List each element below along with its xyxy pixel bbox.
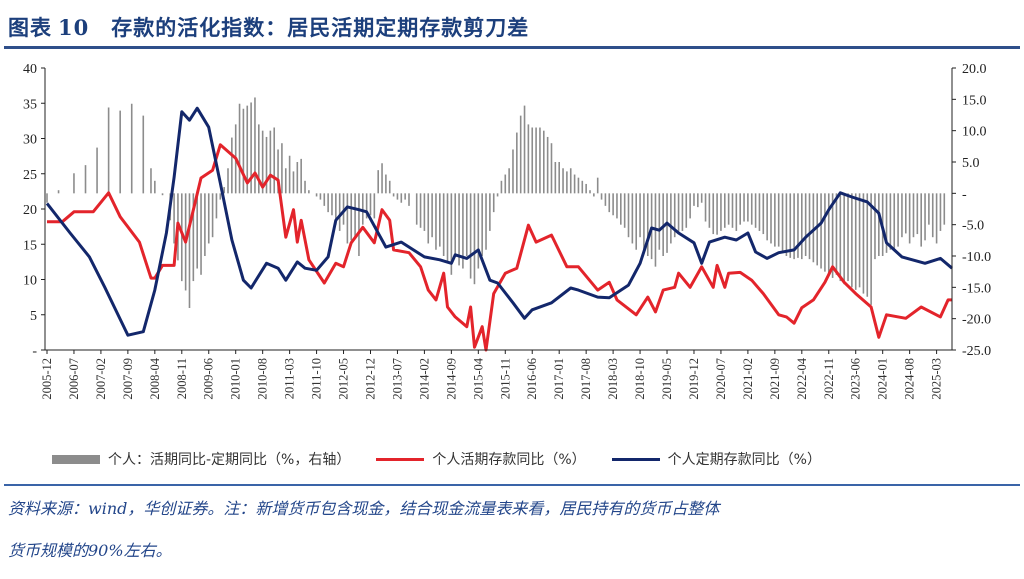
legend-item-demand: 个人活期存款同比（%）	[376, 449, 586, 469]
figure-number: 10	[58, 15, 90, 40]
x-tick-label: 2013-07	[390, 358, 404, 400]
left-tick-label: 5	[30, 309, 37, 324]
legend-swatch-bar	[52, 454, 100, 464]
x-tick-label: 2025-03	[930, 358, 944, 400]
figure-prefix: 图表	[8, 15, 52, 40]
title-divider	[4, 46, 1020, 49]
x-tick-label: 2019-05	[660, 358, 674, 400]
x-tick-label: 2022-04	[795, 357, 809, 399]
legend-label: 个人：活期同比-定期同比（%，右轴）	[108, 452, 351, 468]
left-tick-label: 30	[23, 133, 37, 148]
right-tick-label: 15.0	[962, 93, 987, 108]
x-tick-label: 2015-04	[471, 357, 485, 399]
x-tick-label: 2007-09	[121, 358, 135, 400]
source-note-line-1: 资料来源：wind，华创证券。注：新增货币包含现金，结合现金流量表来看，居民持有…	[8, 499, 720, 518]
x-tick-label: 2015-11	[498, 358, 512, 399]
demand-deposit-line	[47, 143, 952, 352]
bar-series	[46, 97, 946, 309]
left-tick-label: 40	[23, 62, 37, 77]
x-tick-label: 2006-07	[67, 358, 81, 400]
x-tick-label: 2018-10	[633, 358, 647, 400]
x-tick-label: 2008-11	[175, 358, 189, 399]
legend-label: 个人活期存款同比（%）	[432, 452, 586, 468]
legend-item-spread: 个人：活期同比-定期同比（%，右轴）	[52, 449, 350, 469]
legend-swatch-navy-line	[611, 457, 660, 461]
x-tick-label: 2012-12	[363, 358, 377, 400]
legend-swatch-red-line	[376, 457, 425, 461]
x-tick-label: 2007-02	[94, 358, 108, 400]
right-tick-label: 20.0	[962, 62, 987, 77]
legend-label: 个人定期存款同比（%）	[667, 452, 821, 468]
x-tick-label: 2019-12	[687, 358, 701, 400]
right-tick-label: -15.0	[962, 281, 991, 296]
x-tick-label: 2010-08	[256, 358, 270, 400]
source-divider	[4, 484, 1020, 486]
x-tick-label: 2014-02	[417, 358, 431, 400]
x-tick-label: 2011-03	[283, 358, 297, 399]
x-tick-label: 2017-01	[552, 358, 566, 400]
left-tick-label: 20	[23, 203, 37, 218]
left-tick-label: 25	[23, 168, 37, 183]
time-deposit-line	[45, 106, 953, 337]
x-tick-label: 2022-11	[822, 358, 836, 399]
x-tick-label: 2009-06	[202, 358, 216, 400]
left-tick-label: 35	[23, 97, 37, 112]
right-tick-label: -20.0	[962, 313, 991, 328]
x-tick-label: 2011-10	[310, 358, 324, 399]
x-tick-label: 2016-06	[525, 358, 539, 400]
x-tick-label: 2017-08	[579, 358, 593, 400]
legend-item-time: 个人定期存款同比（%）	[611, 449, 821, 469]
legend: 个人：活期同比-定期同比（%，右轴） 个人活期存款同比（%） 个人定期存款同比（…	[52, 449, 847, 469]
figure-title: 图表 10 存款的活化指数：居民活期定期存款剪刀差	[8, 12, 529, 42]
x-tick-label: 2008-04	[148, 357, 162, 399]
left-tick-label: 15	[23, 238, 37, 253]
right-tick-label: -	[962, 187, 967, 202]
right-tick-label: -10.0	[962, 250, 991, 265]
x-tick-label: 2012-05	[337, 358, 351, 400]
x-tick-label: 2024-08	[903, 358, 917, 400]
right-tick-label: -25.0	[962, 344, 991, 359]
right-tick-label: 5.0	[962, 156, 980, 171]
line-series	[45, 106, 953, 352]
x-tick-label: 2020-07	[714, 358, 728, 400]
right-tick-label: -5.0	[962, 219, 984, 234]
axes: 403530252015105-20.015.010.05.0--5.0-10.…	[23, 62, 991, 400]
x-tick-label: 2005-12	[40, 358, 54, 400]
chart: 403530252015105-20.015.010.05.0--5.0-10.…	[23, 62, 991, 400]
x-tick-label: 2014-09	[444, 358, 458, 400]
x-tick-label: 2021-09	[768, 358, 782, 400]
left-tick-label: -	[32, 344, 37, 359]
x-tick-label: 2021-02	[741, 358, 755, 400]
x-tick-label: 2023-06	[849, 358, 863, 400]
x-tick-label: 2024-01	[876, 358, 890, 400]
left-tick-label: 10	[23, 274, 37, 289]
x-tick-label: 2010-01	[229, 358, 243, 400]
x-tick-label: 2018-03	[606, 358, 620, 400]
source-note-line-2: 货币规模的90%左右。	[8, 541, 172, 560]
figure-title-text: 存款的活化指数：居民活期定期存款剪刀差	[111, 15, 530, 40]
right-tick-label: 10.0	[962, 125, 987, 140]
